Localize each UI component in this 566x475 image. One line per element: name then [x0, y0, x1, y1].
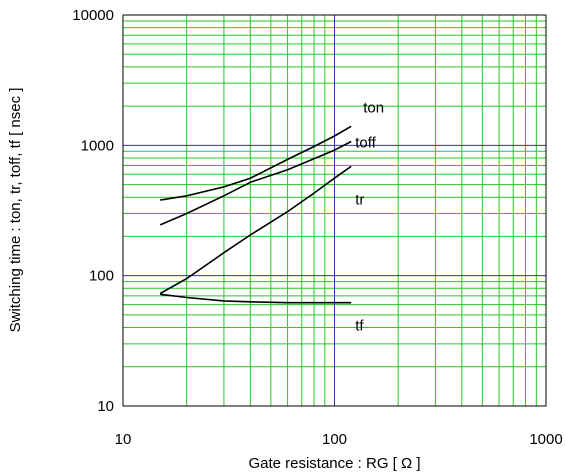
series-lines — [159, 125, 352, 304]
y-tick-label: 100 — [89, 268, 114, 285]
series-line-toff — [159, 140, 352, 226]
series-labels: ton toff tr tf — [355, 99, 384, 334]
axis-ticks: 10 100 1000 10 100 1000 10000 — [72, 7, 562, 448]
series-label-tf: tf — [355, 318, 364, 335]
plot-frame — [122, 14, 547, 407]
x-tick-label: 10 — [115, 431, 132, 448]
series-line-tr — [159, 165, 352, 295]
series-label-tr: tr — [355, 191, 364, 208]
y-tick-label: 10 — [97, 398, 114, 415]
major-gridlines — [123, 15, 546, 406]
y-axis-title: Switching time : ton, tr, toff, tf [ nse… — [7, 88, 24, 333]
series-label-toff: toff — [355, 135, 376, 152]
x-tick-label: 100 — [322, 431, 347, 448]
series-line-ton — [160, 125, 352, 201]
series-label-ton: ton — [363, 99, 384, 116]
y-tick-label: 1000 — [81, 137, 114, 154]
x-axis-title: Gate resistance : RG [ Ω ] — [248, 455, 420, 472]
series-line-tf — [160, 293, 352, 304]
x-tick-label: 1000 — [529, 431, 562, 448]
y-tick-label: 10000 — [72, 7, 114, 24]
